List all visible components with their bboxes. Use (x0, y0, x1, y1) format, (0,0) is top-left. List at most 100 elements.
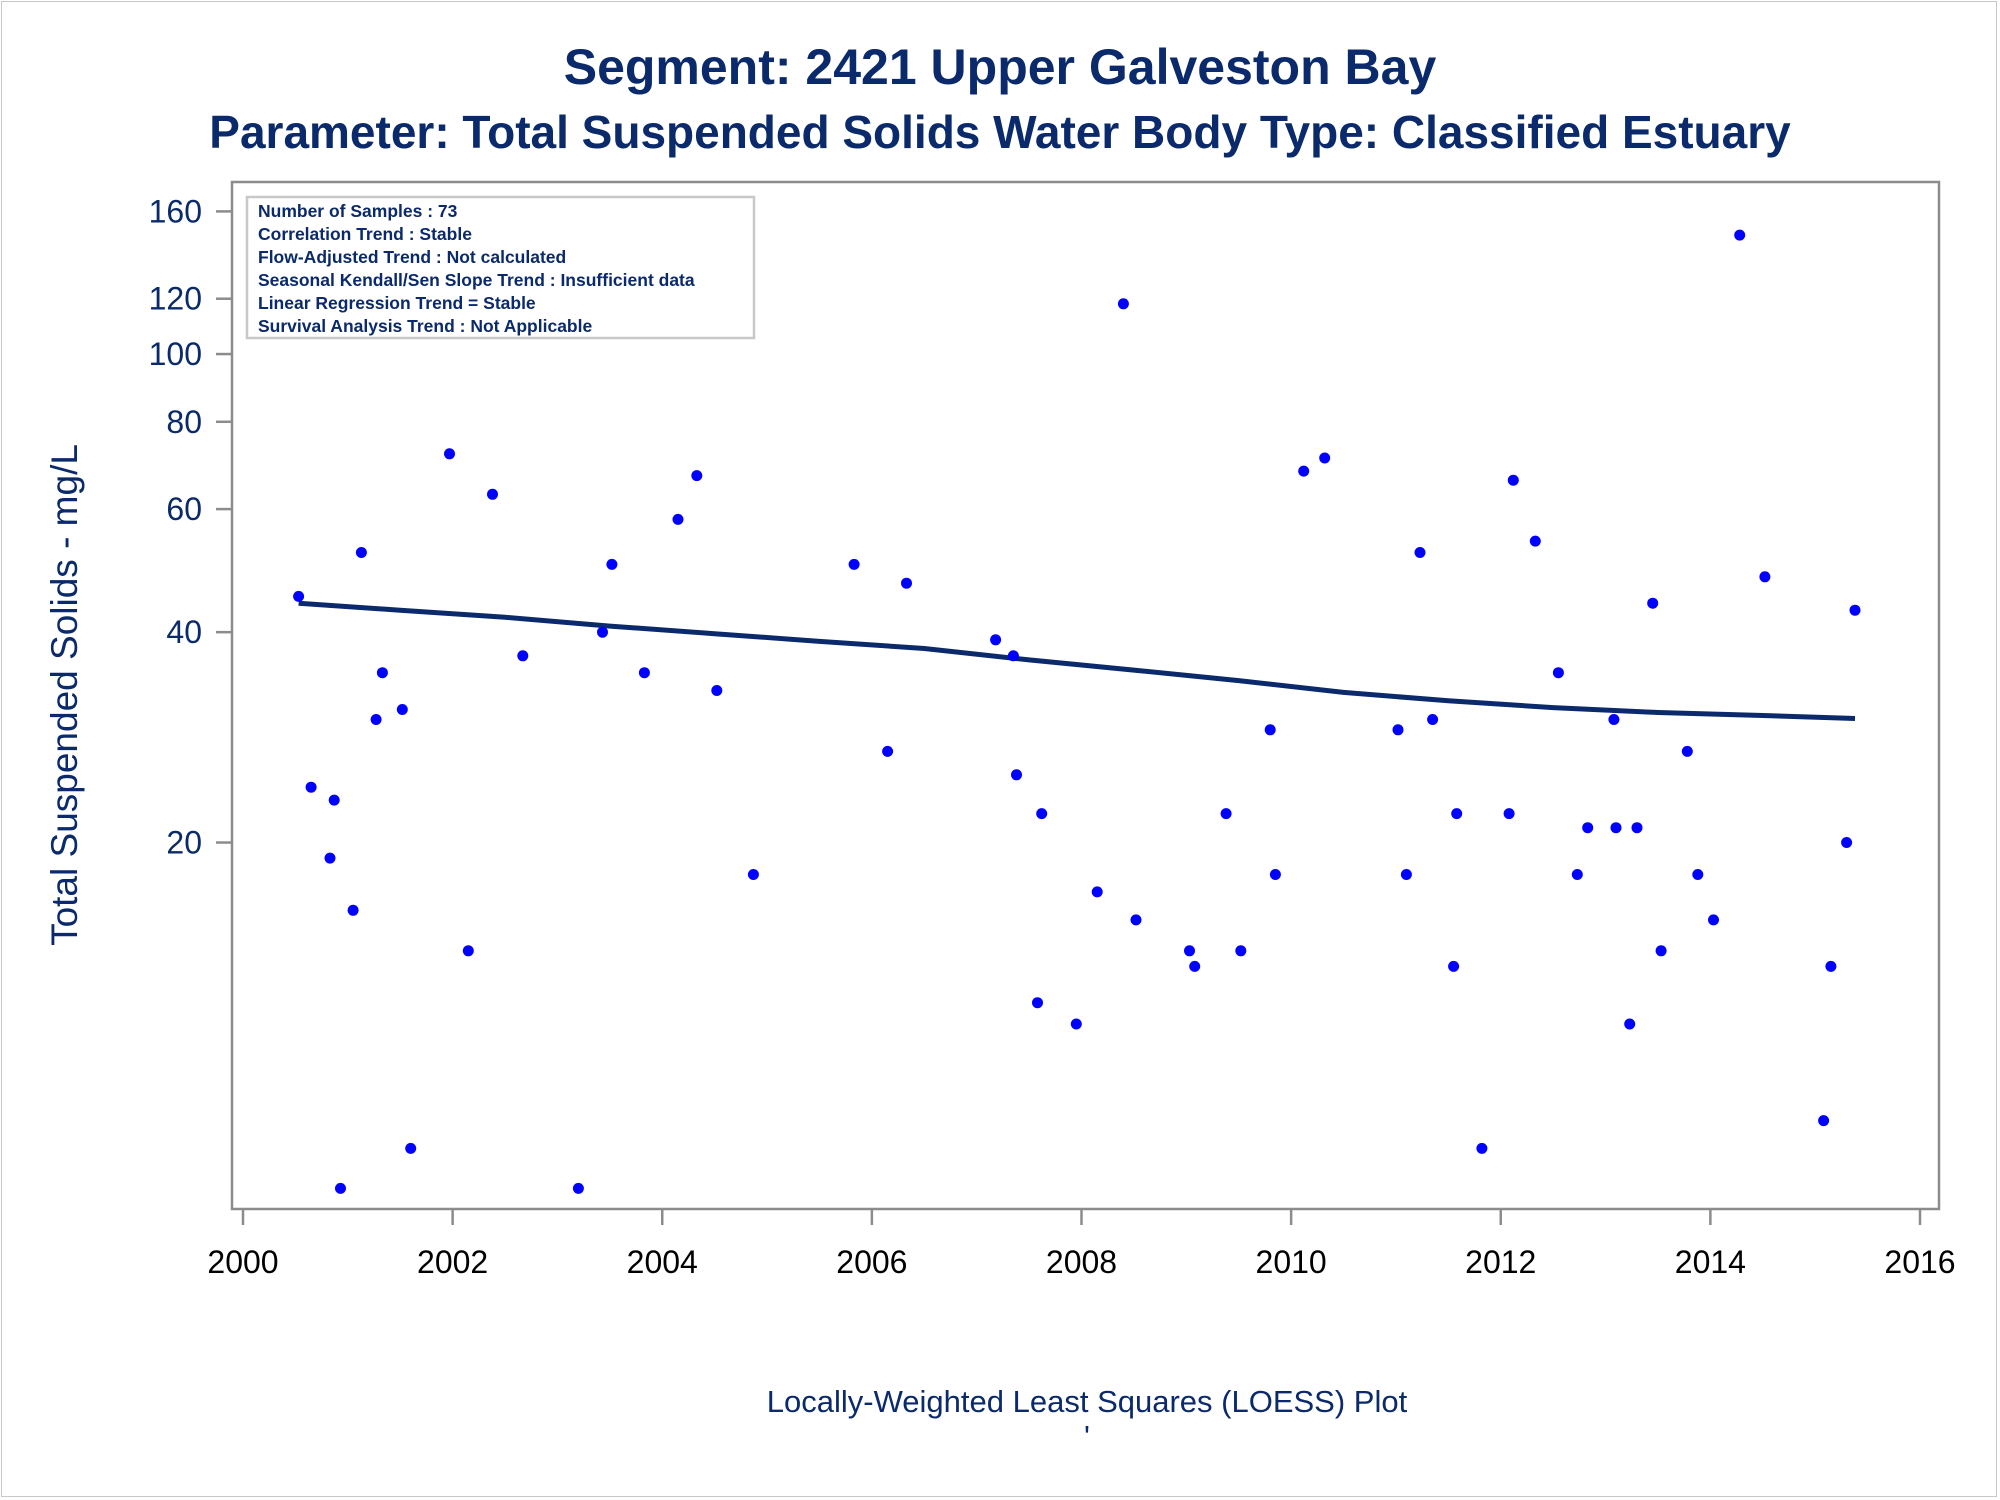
y-tick-label: 100 (149, 336, 202, 372)
data-point (990, 634, 1002, 646)
info-box-border (245, 195, 756, 340)
info-box-line: Flow-Adjusted Trend : Not calculated (258, 247, 566, 267)
data-point (1552, 667, 1564, 679)
x-tick-label: 2008 (1046, 1244, 1117, 1280)
data-point (1130, 914, 1142, 926)
data-point (396, 704, 408, 715)
plot-area (230, 180, 1941, 1211)
info-box-line: Survival Analysis Trend : Not Applicable (258, 316, 592, 336)
data-point (1235, 945, 1247, 957)
data-point (347, 904, 359, 916)
x-tick-label: 2004 (627, 1244, 698, 1280)
data-point (1269, 869, 1281, 880)
data-point (638, 667, 650, 679)
data-point (1734, 229, 1746, 241)
data-point (487, 488, 498, 500)
data-point (1818, 1115, 1830, 1127)
data-point (355, 547, 367, 558)
info-box-line: Linear Regression Trend = Stable (258, 293, 536, 313)
data-point (1655, 945, 1667, 957)
data-point (882, 745, 894, 757)
data-point (1036, 808, 1048, 820)
x-tick-label: 2014 (1675, 1244, 1746, 1280)
data-point (405, 1142, 417, 1154)
data-point (1708, 914, 1719, 926)
data-point (324, 852, 336, 864)
data-point (1631, 822, 1643, 834)
data-point (1448, 960, 1460, 972)
data-point (293, 590, 305, 602)
data-point (1091, 886, 1103, 898)
x-tick-label: 2006 (836, 1244, 907, 1280)
data-point (606, 558, 618, 570)
data-point (370, 714, 382, 725)
data-point (1117, 298, 1129, 310)
data-point (1400, 869, 1412, 880)
data-point (462, 945, 474, 957)
data-point (1264, 724, 1276, 736)
data-point (747, 869, 759, 880)
data-point (1849, 604, 1861, 616)
data-point (444, 448, 455, 460)
data-point (1414, 547, 1426, 558)
data-point (1220, 808, 1232, 820)
data-point (901, 577, 912, 589)
data-point (1681, 745, 1693, 757)
data-point (1451, 808, 1463, 820)
y-axis: 20 40 60 80 100 120 160 (149, 193, 232, 861)
data-point (1007, 650, 1019, 662)
info-box-line: Seasonal Kendall/Sen Slope Trend : Insuf… (258, 270, 695, 290)
x-tick-label: 2000 (207, 1244, 278, 1280)
data-point (1507, 474, 1519, 486)
data-point (517, 650, 529, 662)
data-point (1011, 769, 1022, 781)
data-point (1608, 714, 1620, 725)
data-point (711, 685, 723, 696)
data-point (1503, 808, 1515, 820)
data-point (1427, 714, 1439, 725)
data-point (1032, 997, 1043, 1009)
data-point (597, 626, 608, 638)
y-tick-label: 60 (166, 491, 202, 527)
trend-info-box: Number of Samples : 73 Correlation Trend … (245, 195, 756, 340)
y-tick-label: 120 (149, 281, 202, 317)
sample-points (293, 200, 1861, 1194)
data-point (1647, 597, 1659, 609)
data-point (1759, 571, 1771, 583)
data-point (572, 1182, 584, 1194)
data-point (1692, 869, 1704, 880)
y-tick-label: 20 (166, 825, 202, 861)
data-point (376, 667, 388, 679)
x-axis: 2000 2002 2004 2006 2008 2010 2012 2014 2016 (207, 1209, 1956, 1280)
data-point (848, 558, 860, 570)
plot-footnote: Locally-Weighted Least Squares (LOESS) P… (767, 1384, 1408, 1419)
data-point (1582, 822, 1594, 834)
y-tick-label: 40 (166, 614, 202, 650)
data-point (328, 794, 340, 806)
data-point (1189, 960, 1201, 972)
data-point (1841, 837, 1853, 848)
data-point (1392, 724, 1404, 736)
x-tick-label: 2002 (417, 1244, 488, 1280)
data-point (335, 1182, 346, 1194)
data-point (1610, 822, 1622, 834)
data-point (1070, 1018, 1082, 1030)
data-point (1319, 452, 1331, 464)
x-tick-label: 2012 (1465, 1244, 1536, 1280)
chart-subtitle: Parameter: Total Suspended Solids Water … (209, 106, 1791, 158)
footnote-mark: ' (1084, 1419, 1090, 1454)
data-point (1571, 869, 1583, 880)
data-point (1184, 945, 1195, 957)
info-box-line: Number of Samples : 73 (258, 201, 458, 221)
y-tick-label: 80 (166, 404, 202, 440)
data-point (1529, 535, 1541, 547)
data-point (1298, 465, 1310, 477)
info-box-line: Correlation Trend : Stable (258, 224, 472, 244)
data-point (1825, 960, 1837, 972)
data-point (1624, 1018, 1636, 1030)
x-tick-label: 2016 (1884, 1244, 1955, 1280)
loess-trend-line (298, 600, 1856, 721)
data-point (672, 513, 684, 525)
